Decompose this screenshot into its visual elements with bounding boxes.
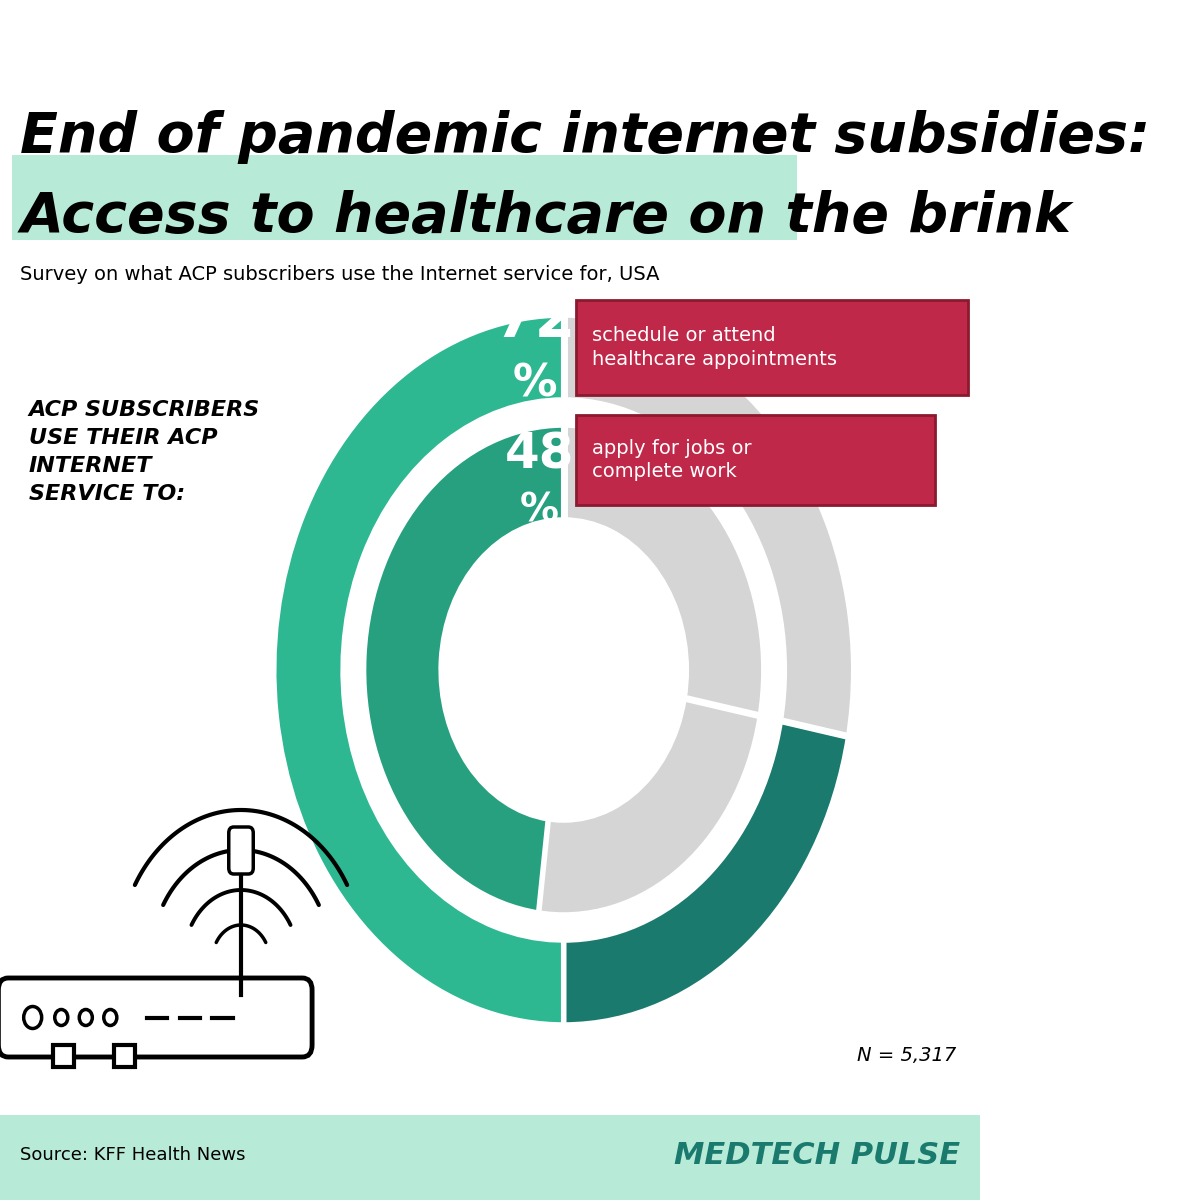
Circle shape [24, 1007, 42, 1028]
FancyBboxPatch shape [229, 827, 253, 874]
Circle shape [442, 520, 686, 820]
FancyBboxPatch shape [0, 978, 312, 1057]
FancyBboxPatch shape [12, 155, 797, 240]
FancyBboxPatch shape [576, 415, 936, 505]
Text: Access to healthcare on the brink: Access to healthcare on the brink [20, 190, 1072, 244]
Wedge shape [564, 720, 848, 1025]
Text: MEDTECH PULSE: MEDTECH PULSE [674, 1140, 960, 1170]
Text: 72: 72 [494, 292, 576, 349]
Text: schedule or attend
healthcare appointments: schedule or attend healthcare appointmen… [593, 326, 838, 368]
FancyBboxPatch shape [53, 1045, 73, 1067]
Circle shape [103, 1009, 116, 1026]
FancyBboxPatch shape [576, 300, 968, 395]
Text: Survey on what ACP subscribers use the Internet service for, USA: Survey on what ACP subscribers use the I… [20, 265, 660, 284]
Text: Source: KFF Health News: Source: KFF Health News [20, 1146, 246, 1164]
Wedge shape [364, 425, 564, 913]
Circle shape [79, 1009, 92, 1026]
Text: apply for jobs or
complete work: apply for jobs or complete work [593, 439, 752, 481]
Text: ACP SUBSCRIBERS
USE THEIR ACP
INTERNET
SERVICE TO:: ACP SUBSCRIBERS USE THEIR ACP INTERNET S… [29, 400, 260, 504]
FancyBboxPatch shape [114, 1045, 134, 1067]
FancyBboxPatch shape [0, 1115, 1021, 1200]
Text: %: % [512, 362, 557, 406]
Wedge shape [274, 314, 853, 1025]
Text: 48: 48 [504, 431, 574, 479]
Wedge shape [274, 314, 848, 1025]
Wedge shape [364, 425, 764, 916]
Circle shape [55, 1009, 68, 1026]
Text: N = 5,317: N = 5,317 [857, 1046, 956, 1066]
Text: End of pandemic internet subsidies:: End of pandemic internet subsidies: [20, 110, 1151, 164]
Text: %: % [520, 492, 559, 529]
